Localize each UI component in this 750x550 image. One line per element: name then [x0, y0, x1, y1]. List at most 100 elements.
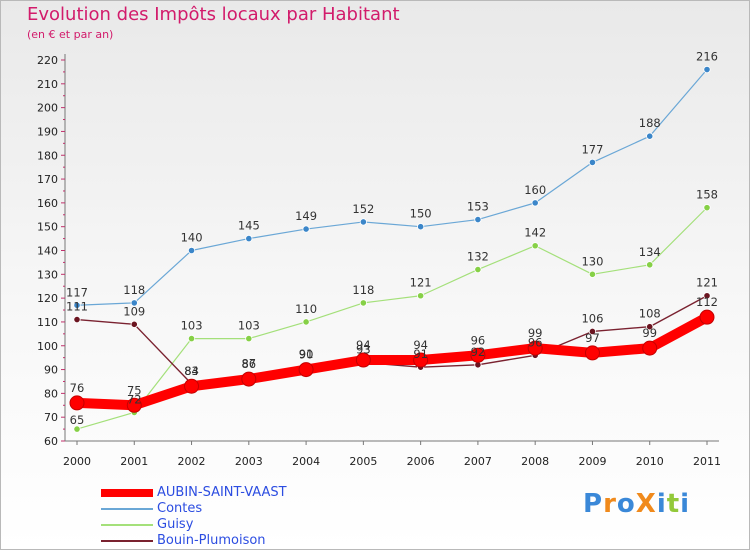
y-tick-label: 120 [37, 292, 58, 305]
data-point [417, 223, 425, 231]
data-label: 160 [524, 183, 546, 197]
data-label: 83 [184, 364, 199, 378]
data-label: 152 [352, 202, 374, 216]
data-point [413, 352, 429, 368]
data-label: 96 [528, 335, 543, 349]
data-label: 118 [352, 283, 374, 297]
data-point [184, 378, 200, 394]
x-tick-label: 2004 [292, 455, 320, 468]
data-label: 121 [410, 276, 432, 290]
data-label: 132 [467, 250, 489, 264]
x-tick-label: 2005 [349, 455, 377, 468]
data-label: 112 [696, 295, 718, 309]
logo-letter: o [616, 489, 636, 519]
data-label: 75 [127, 383, 142, 397]
data-point [474, 265, 482, 274]
data-label: 108 [639, 307, 661, 321]
legend-label: Contes [157, 501, 203, 516]
data-point [241, 371, 257, 387]
data-point [359, 218, 367, 226]
data-point [359, 299, 367, 307]
y-tick-label: 110 [37, 316, 58, 329]
data-label: 103 [238, 319, 260, 333]
data-label: 96 [471, 333, 486, 347]
data-point [646, 323, 654, 331]
data-point [73, 425, 81, 433]
y-tick-label: 200 [37, 102, 58, 115]
y-tick-label: 160 [37, 197, 58, 210]
logo-letter: X [635, 489, 657, 519]
data-point [703, 292, 711, 300]
legend-item: Contes [101, 501, 361, 517]
legend-swatch [101, 508, 153, 510]
data-label: 87 [241, 357, 256, 371]
data-label: 93 [356, 342, 371, 356]
data-point [588, 327, 597, 336]
data-point [302, 318, 310, 326]
data-label: 103 [181, 319, 203, 333]
legend-swatch [101, 524, 153, 526]
data-label: 117 [66, 285, 88, 299]
x-tick-label: 2003 [235, 455, 263, 468]
logo-letter: i [680, 489, 691, 519]
data-label: 99 [642, 326, 657, 340]
series-line-guisy [76, 207, 708, 430]
data-label: 91 [413, 347, 428, 361]
data-point [73, 301, 81, 309]
data-label: 140 [181, 231, 203, 245]
data-label: 134 [639, 245, 661, 259]
y-tick-label: 100 [37, 340, 58, 353]
data-label: 145 [238, 219, 260, 233]
legend-swatch [101, 489, 153, 497]
data-label: 130 [581, 254, 603, 268]
data-label: 118 [123, 283, 145, 297]
data-point [302, 225, 310, 233]
data-point [187, 335, 196, 343]
data-point [73, 315, 81, 324]
series-line-bouin-plumoison [76, 295, 708, 385]
data-point [245, 335, 253, 343]
data-label: 94 [356, 338, 371, 352]
series-line-aubin-saint-vaast [72, 312, 712, 411]
data-point [298, 362, 314, 378]
data-label: 109 [123, 304, 145, 318]
logo-letter: r [603, 489, 617, 519]
y-tick-label: 220 [37, 54, 58, 67]
data-point [355, 352, 371, 368]
y-tick-label: 180 [37, 149, 58, 162]
data-label: 72 [127, 392, 142, 406]
y-tick-label: 170 [37, 173, 58, 186]
data-point [130, 299, 138, 307]
data-point [699, 309, 715, 325]
data-point [646, 132, 654, 140]
data-point [703, 65, 711, 74]
data-label: 158 [696, 188, 718, 202]
data-point [245, 234, 253, 243]
x-tick-label: 2009 [578, 455, 606, 468]
data-point [703, 204, 711, 212]
data-point [69, 395, 85, 411]
y-tick-label: 190 [37, 125, 58, 138]
legend-label: Guisy [157, 517, 194, 532]
series-line-contes [76, 68, 708, 306]
data-point [642, 340, 658, 356]
data-point [126, 397, 142, 413]
x-tick-label: 2008 [521, 455, 549, 468]
data-point [531, 199, 539, 207]
data-label: 94 [413, 338, 428, 352]
data-point [470, 347, 486, 363]
data-label: 91 [299, 347, 314, 361]
data-label: 149 [295, 209, 317, 223]
y-tick-label: 140 [37, 245, 58, 258]
data-point [474, 215, 482, 224]
legend-item: Guisy [101, 517, 361, 533]
data-label: 111 [66, 300, 88, 314]
x-tick-label: 2006 [407, 455, 435, 468]
logo-letter: i [656, 489, 667, 519]
data-label: 216 [696, 50, 718, 64]
data-label: 86 [241, 357, 256, 371]
data-point [646, 261, 654, 269]
data-label: 65 [70, 413, 85, 427]
